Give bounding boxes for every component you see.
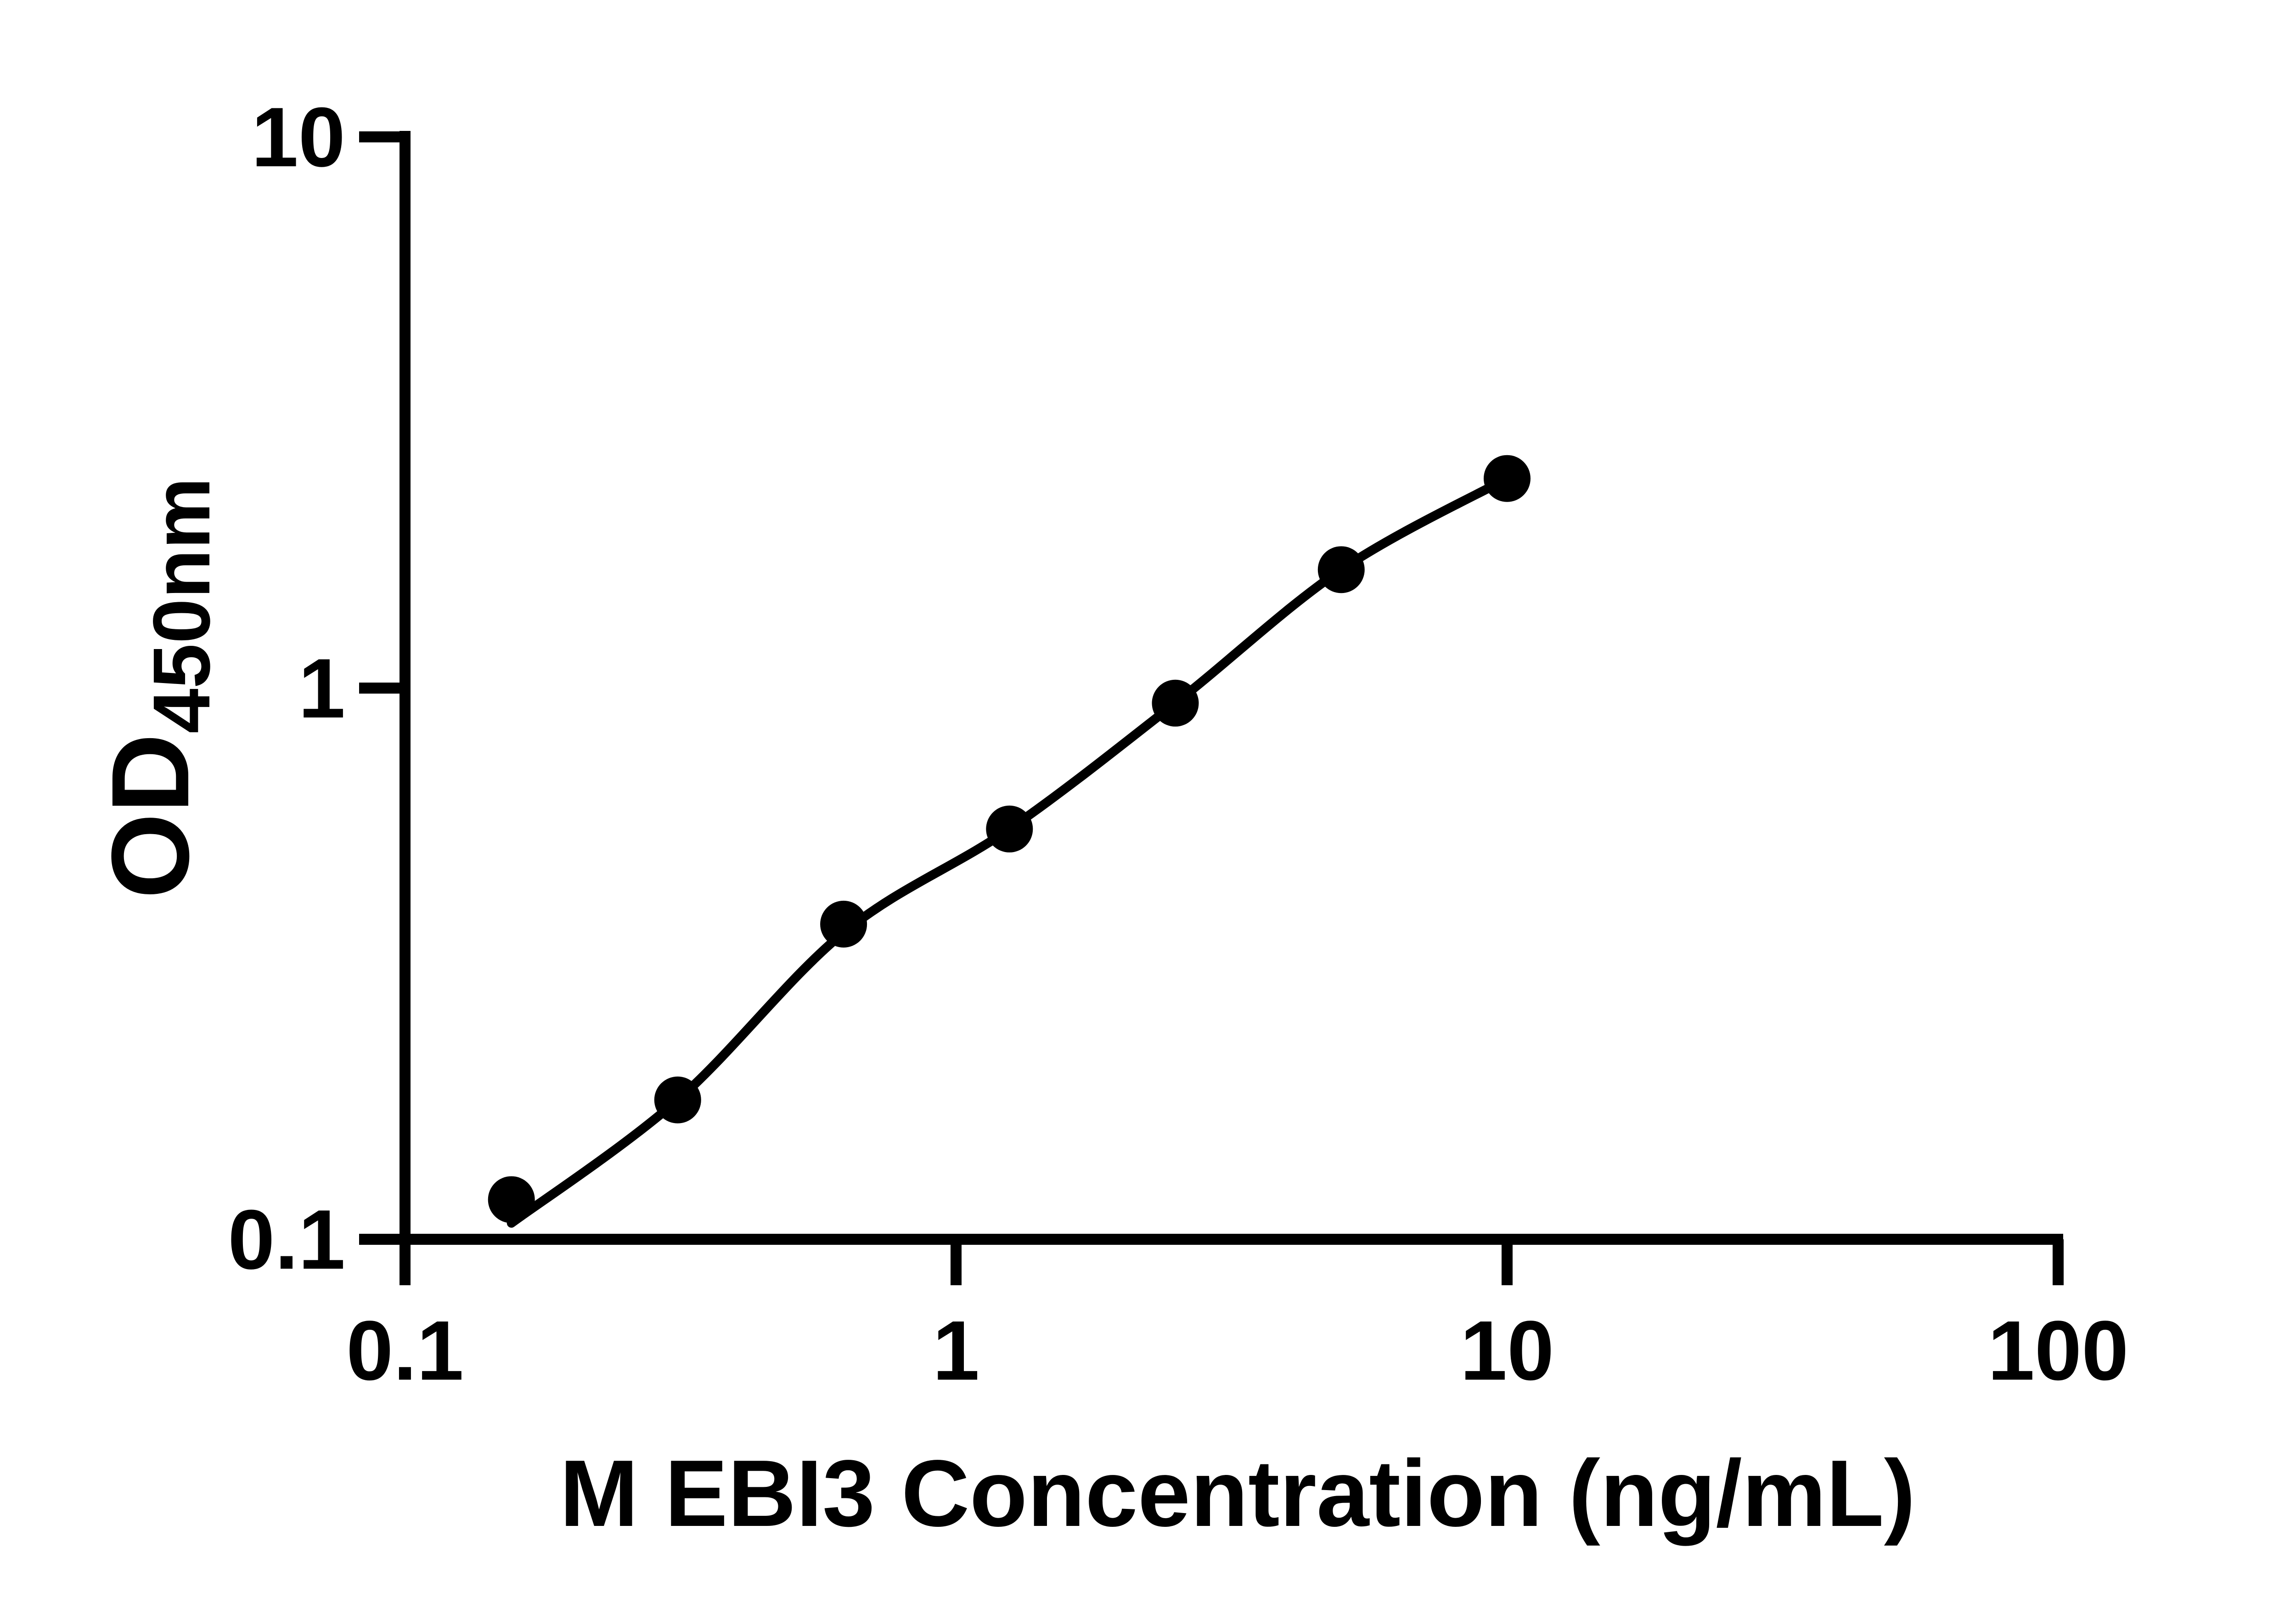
data-point-marker (654, 1076, 701, 1124)
y-tick-label: 0.1 (228, 1192, 345, 1287)
x-axis-title: M EBI3 Concentration (ng/mL) (560, 1440, 1916, 1546)
y-axis-title: OD450nm (89, 477, 227, 899)
data-point-marker (1484, 455, 1531, 502)
x-tick-label: 100 (1988, 1303, 2129, 1398)
y-tick-label: 1 (298, 641, 345, 735)
data-point-marker (986, 805, 1033, 853)
y-axis-title-main: OD (89, 734, 212, 899)
x-tick-label: 0.1 (346, 1303, 464, 1398)
y-axis-title-subscript: 450nm (137, 477, 227, 734)
data-point-marker (820, 900, 867, 948)
data-points (488, 455, 1531, 1223)
y-axis-ticks: 0.1 1 10 (228, 90, 405, 1287)
x-tick-label: 1 (933, 1303, 979, 1398)
data-point-marker (1317, 546, 1365, 593)
data-point-marker (488, 1176, 535, 1223)
x-axis-ticks: 0.1 1 10 100 (346, 1239, 2129, 1398)
y-tick-label: 10 (251, 90, 345, 184)
axes (400, 131, 2063, 1245)
data-point-marker (1152, 679, 1199, 727)
x-tick-label: 10 (1460, 1303, 1554, 1398)
